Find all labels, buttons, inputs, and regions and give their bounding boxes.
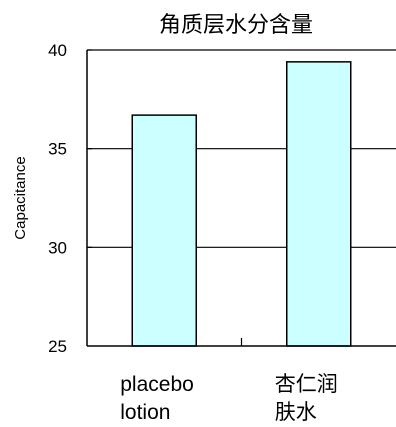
bars — [131, 61, 352, 347]
y-tick-label: 25 — [48, 337, 67, 356]
x-category-label: placebo lotion — [120, 373, 194, 424]
bar — [286, 61, 352, 347]
y-tick-labels: 25 30 35 40 — [48, 41, 67, 356]
category-label-line: placebo — [120, 373, 194, 396]
category-label-line: lotion — [120, 401, 170, 424]
bar — [131, 114, 197, 347]
x-category-label: 杏仁润肤水 — [275, 373, 338, 424]
y-tick-label: 30 — [48, 238, 67, 257]
axes — [86, 50, 396, 347]
category-label-line: 肤水 — [275, 401, 317, 424]
chart-title: 角质层水分含量 — [159, 13, 313, 38]
y-axis-label: Capacitance — [12, 156, 29, 239]
y-tick-label: 35 — [48, 140, 67, 159]
y-tick-label: 40 — [48, 41, 67, 60]
x-category-labels: placebo lotion 杏仁润肤水 — [120, 373, 338, 424]
category-label-line: 杏仁润 — [275, 373, 338, 396]
